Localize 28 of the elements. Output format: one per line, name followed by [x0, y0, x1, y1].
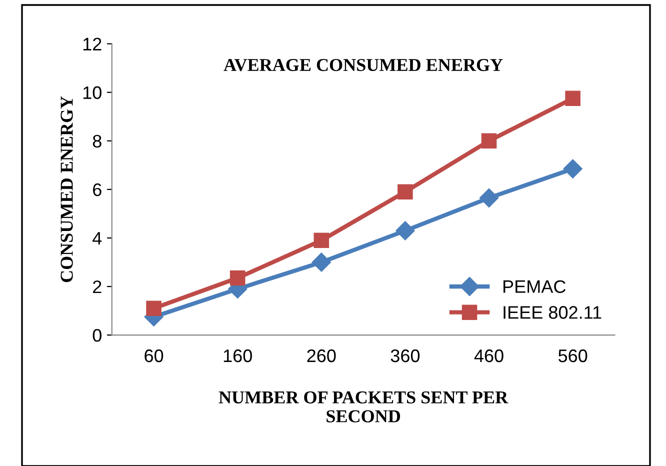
text: AVERAGE CONSUMED ENERGY [224, 58, 503, 72]
point [230, 270, 246, 286]
x-tick-label: 60 [144, 349, 164, 362]
y-tick-label: 10 [83, 86, 102, 100]
y-tick-label: 6 [93, 183, 102, 196]
point [312, 252, 331, 272]
y-tick-label: 8 [92, 134, 102, 148]
y-tick-label: 12 [83, 38, 102, 50]
point [396, 221, 415, 240]
y-axis-title: CONSUMED ENERGY [60, 96, 73, 282]
x-tick-label: 260 [307, 349, 336, 362]
x-tick-label: 560 [558, 349, 588, 362]
legend-label: IEEE 802.11 [504, 306, 602, 319]
point [314, 232, 330, 248]
point [565, 90, 580, 106]
point [479, 188, 499, 208]
y-tick-label: 4 [92, 232, 102, 245]
legend-label: PEMAC [504, 280, 566, 293]
point [146, 300, 162, 316]
x-tick-label: 460 [474, 349, 504, 362]
point [481, 133, 497, 149]
x-tick-label: 360 [390, 349, 420, 362]
y-tick-label: 2 [93, 280, 102, 294]
point [563, 159, 582, 178]
x-tick-label: 160 [224, 349, 252, 362]
x-axis-title: NUMBER OF PACKETS SENT PER SECOND [218, 391, 508, 422]
y-tick-label: 0 [92, 328, 102, 342]
point [398, 184, 413, 200]
